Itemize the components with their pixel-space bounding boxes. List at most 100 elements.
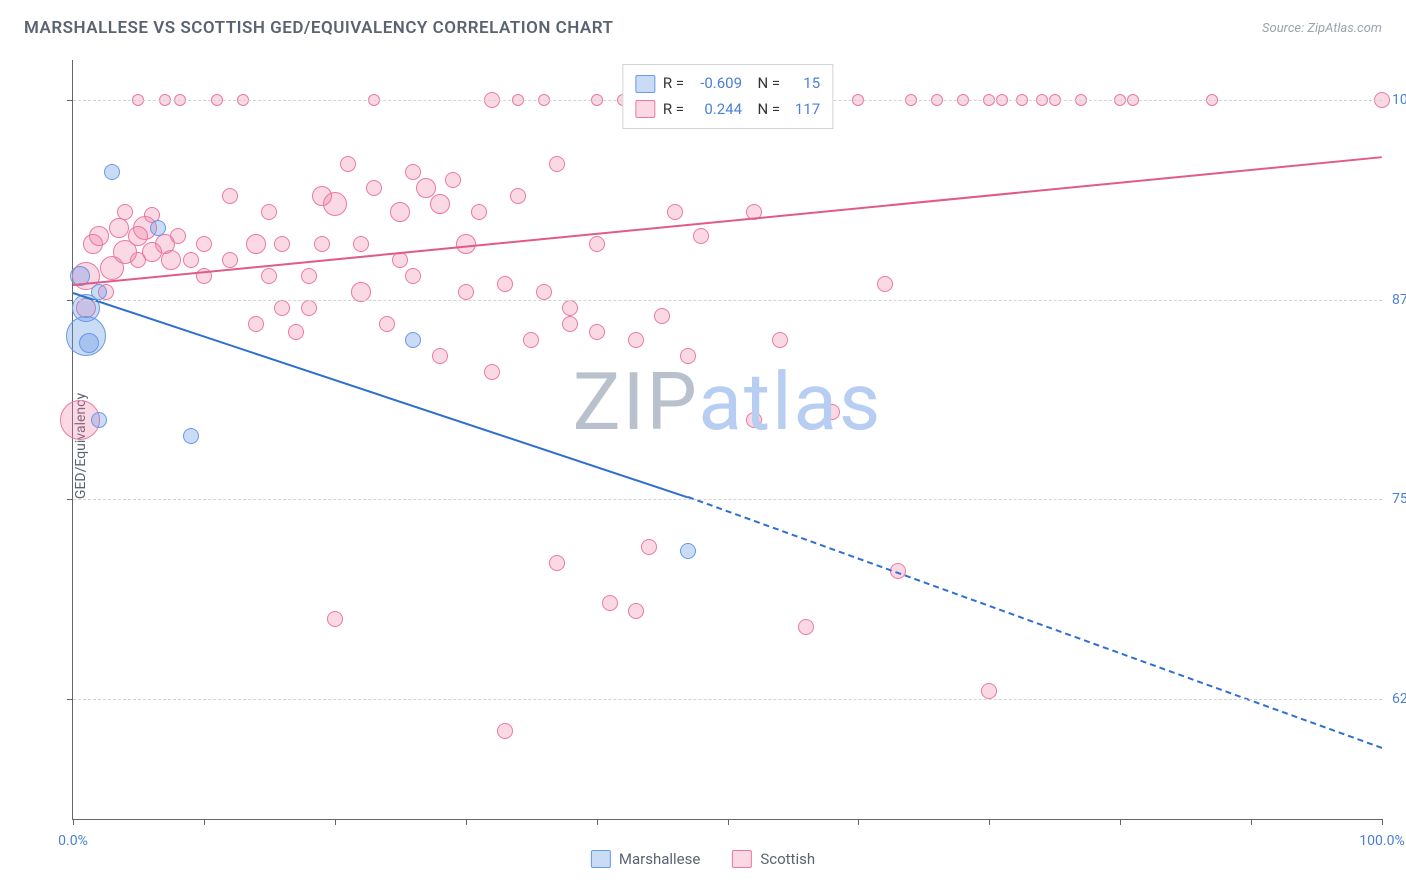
x-tick xyxy=(597,819,598,825)
data-point-scottish xyxy=(549,156,565,172)
source-label: Source: ZipAtlas.com xyxy=(1262,21,1382,36)
y-tick-label: 75.0% xyxy=(1392,491,1406,507)
data-point-scottish xyxy=(654,308,670,324)
data-point-scottish xyxy=(432,348,448,364)
y-tick xyxy=(67,699,73,700)
data-point-scottish xyxy=(536,284,552,300)
legend-r-value: 0.244 xyxy=(692,97,742,123)
data-point-scottish xyxy=(497,276,513,292)
data-point-scottish xyxy=(680,348,696,364)
data-point-marshallese xyxy=(680,543,696,559)
x-tick xyxy=(204,819,205,825)
data-point-scottish xyxy=(183,252,199,268)
y-tick xyxy=(67,100,73,101)
x-tick xyxy=(466,819,467,825)
legend-n-label: N = xyxy=(750,97,780,123)
legend-swatch xyxy=(635,75,655,93)
legend-r-value: -0.609 xyxy=(692,71,742,97)
x-tick-label: 100.0% xyxy=(1359,833,1404,849)
x-tick xyxy=(335,819,336,825)
data-point-scottish xyxy=(562,300,578,316)
data-point-scottish xyxy=(628,332,644,348)
series-legend: Marshallese Scottish xyxy=(591,850,815,868)
data-point-scottish xyxy=(327,611,343,627)
trendline-blue xyxy=(688,496,1382,749)
correlation-legend: R = -0.609 N = 15R = 0.244 N = 117 xyxy=(622,64,833,129)
legend-row: R = 0.244 N = 117 xyxy=(635,97,820,123)
data-point-scottish xyxy=(301,300,317,316)
data-point-scottish xyxy=(261,268,277,284)
data-point-scottish xyxy=(746,412,762,428)
data-point-scottish xyxy=(877,276,893,292)
data-point-scottish xyxy=(366,180,382,196)
chart-area: R = -0.609 N = 15R = 0.244 N = 117 ZIPat… xyxy=(72,60,1382,820)
data-point-scottish xyxy=(471,204,487,220)
data-point-scottish xyxy=(248,316,264,332)
x-tick xyxy=(989,819,990,825)
data-point-scottish xyxy=(390,202,410,222)
data-point-scottish xyxy=(430,194,450,214)
plot-area xyxy=(73,60,1382,819)
data-point-scottish xyxy=(222,188,238,204)
legend-r-label: R = xyxy=(663,71,684,97)
x-tick xyxy=(1251,819,1252,825)
data-point-scottish xyxy=(458,284,474,300)
trendline-pink xyxy=(73,156,1382,286)
y-tick-label: 62.5% xyxy=(1392,691,1406,707)
data-point-scottish xyxy=(170,228,186,244)
data-point-scottish xyxy=(288,324,304,340)
data-point-scottish xyxy=(109,218,129,238)
x-tick xyxy=(728,819,729,825)
data-point-scottish xyxy=(824,404,840,420)
legend-n-value: 117 xyxy=(788,97,820,123)
data-point-marshallese xyxy=(150,220,166,236)
data-point-scottish xyxy=(602,595,618,611)
data-point-scottish xyxy=(693,228,709,244)
y-tick-label: 87.5% xyxy=(1392,292,1406,308)
data-point-scottish xyxy=(549,555,565,571)
gridline xyxy=(73,699,1382,700)
data-point-scottish xyxy=(405,164,421,180)
data-point-scottish xyxy=(274,300,290,316)
gridline xyxy=(73,300,1382,301)
data-point-scottish xyxy=(261,204,277,220)
data-point-marshallese xyxy=(79,333,99,353)
data-point-scottish xyxy=(445,172,461,188)
data-point-scottish xyxy=(497,723,513,739)
legend-swatch xyxy=(635,100,655,118)
data-point-scottish xyxy=(117,204,133,220)
data-point-scottish xyxy=(274,236,290,252)
data-point-scottish xyxy=(772,332,788,348)
x-tick xyxy=(858,819,859,825)
data-point-scottish xyxy=(353,236,369,252)
data-point-scottish xyxy=(510,188,526,204)
data-point-scottish xyxy=(379,316,395,332)
legend-n-value: 15 xyxy=(788,71,820,97)
data-point-scottish xyxy=(484,364,500,380)
legend-item: Marshallese xyxy=(591,850,700,868)
data-point-scottish xyxy=(798,619,814,635)
data-point-marshallese xyxy=(91,284,107,300)
legend-row: R = -0.609 N = 15 xyxy=(635,71,820,97)
data-point-scottish xyxy=(667,204,683,220)
legend-swatch xyxy=(732,850,752,868)
data-point-scottish xyxy=(562,316,578,332)
legend-series-name: Marshallese xyxy=(619,850,700,868)
gridline xyxy=(73,499,1382,500)
x-tick xyxy=(1120,819,1121,825)
legend-swatch xyxy=(591,850,611,868)
y-tick xyxy=(67,300,73,301)
legend-series-name: Scottish xyxy=(760,850,815,868)
data-point-scottish xyxy=(641,539,657,555)
data-point-scottish xyxy=(301,268,317,284)
data-point-scottish xyxy=(323,192,347,216)
data-point-scottish xyxy=(340,156,356,172)
x-tick-label: 0.0% xyxy=(58,833,88,849)
data-point-scottish xyxy=(589,324,605,340)
data-point-scottish xyxy=(314,236,330,252)
data-point-scottish xyxy=(405,268,421,284)
data-point-scottish xyxy=(196,236,212,252)
data-point-scottish xyxy=(89,226,109,246)
data-point-scottish xyxy=(981,683,997,699)
data-point-scottish xyxy=(246,234,266,254)
